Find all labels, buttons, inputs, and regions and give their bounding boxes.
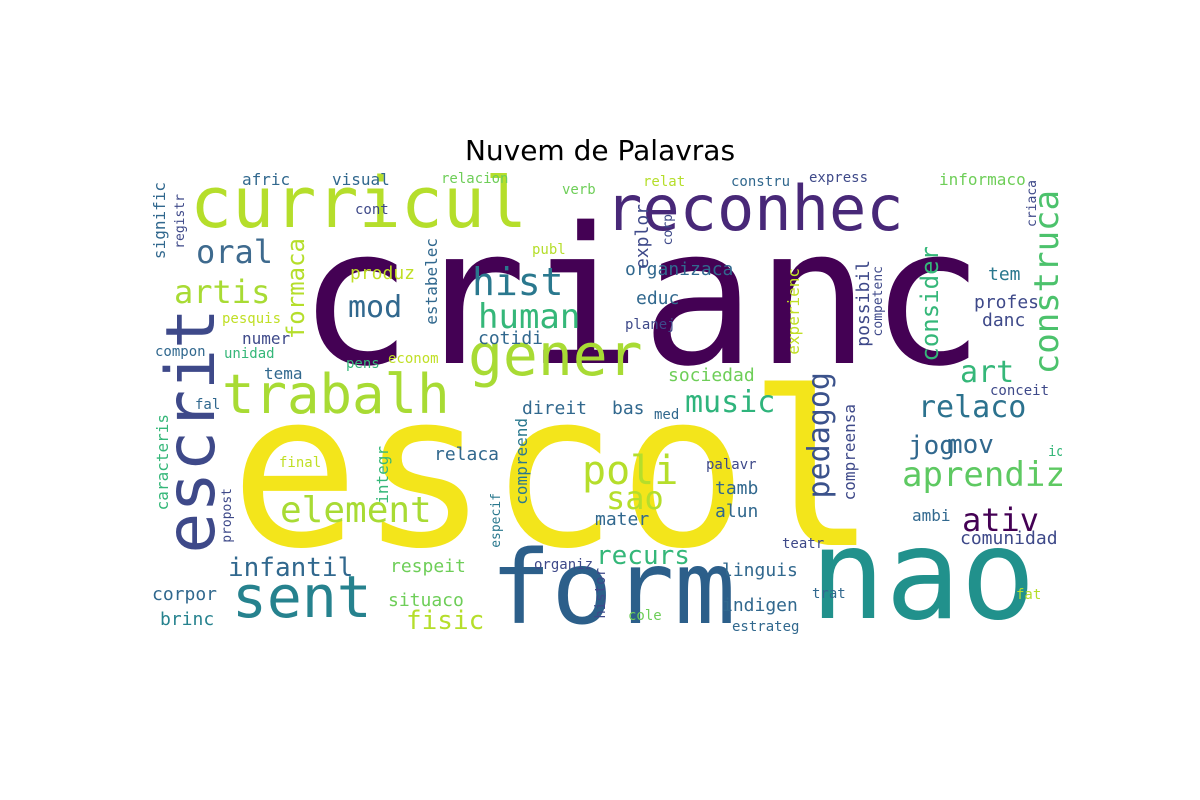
word-ide: ide	[1048, 444, 1062, 460]
word-aprendiz: aprendiz	[902, 455, 1062, 495]
word-estrateg: estrateg	[732, 619, 800, 635]
word-ambi: ambi	[912, 506, 951, 525]
word-organiz: organiz	[534, 557, 594, 573]
word-mater: mater	[595, 509, 650, 530]
word-corpor: corpor	[152, 584, 218, 605]
word-escol: escol	[230, 345, 878, 596]
word-publ: publ	[532, 242, 566, 258]
word-reconhec: reconhec	[605, 172, 904, 245]
word-mov: mov	[947, 430, 994, 460]
word-sao: sao	[606, 479, 664, 517]
word-relaca: relaca	[434, 444, 500, 465]
word-human: human	[478, 297, 581, 337]
word-visual: visual	[332, 170, 390, 189]
word-direit: direit	[522, 398, 588, 419]
word-signific: signific	[150, 182, 169, 260]
word-nao: nao	[810, 503, 1036, 640]
word-recurs: recurs	[596, 541, 690, 571]
word-competenc: competenc	[871, 266, 886, 337]
word-corp: corp	[661, 214, 676, 246]
word-oral: oral	[196, 233, 274, 271]
word-compreend: compreend	[512, 418, 531, 505]
word-teatr: teatr	[782, 536, 825, 552]
word-situaco: situaco	[388, 590, 464, 611]
word-alun: alun	[715, 501, 759, 522]
word-pens: pens	[346, 356, 380, 372]
word-jog: jog	[908, 431, 955, 461]
word-consider: consider	[916, 246, 944, 362]
word-cloud: crianc escol nao form curricul reconhec gener t…	[150, 168, 1062, 640]
word-planej: planej	[625, 317, 676, 333]
word-music: music	[685, 385, 776, 420]
word-indigen: indigen	[722, 595, 798, 616]
chart-title: Nuvem de Palavras	[464, 134, 736, 167]
word-express: express	[809, 170, 869, 186]
word-registr: registr	[173, 194, 188, 249]
word-econom: econom	[388, 351, 439, 367]
word-hist: hist	[472, 260, 564, 304]
word-fisic: fisic	[406, 606, 485, 636]
word-curricul: curricul	[190, 168, 528, 244]
word-unidad: unidad	[224, 346, 275, 362]
word-compreensa: compreensa	[840, 404, 859, 501]
word-relaco: relaco	[918, 390, 1027, 425]
word-relat: relat	[643, 174, 686, 190]
word-sociedad: sociedad	[668, 365, 755, 386]
word-tem: tem	[988, 264, 1021, 285]
word-organizaca: organizaca	[625, 259, 734, 280]
word-criaca: criaca	[1025, 180, 1040, 227]
word-form: form	[490, 529, 736, 640]
word-experienc: experienc	[784, 268, 803, 355]
word-histor: histor	[593, 568, 609, 619]
word-comunidad: comunidad	[960, 528, 1058, 549]
word-trat: trat	[812, 586, 846, 602]
word-afric: afric	[242, 170, 291, 189]
word-profes: profes	[974, 292, 1040, 313]
word-educ: educ	[636, 288, 680, 309]
word-explor: explor	[632, 204, 653, 270]
word-danc: danc	[982, 310, 1026, 331]
word-propost: propost	[220, 488, 235, 543]
word-especif: especif	[489, 493, 504, 548]
word-tema: tema	[264, 364, 303, 383]
word-produz: produz	[350, 263, 416, 284]
word-pesquis: pesquis	[222, 311, 282, 327]
word-infantil: infantil	[228, 553, 354, 583]
word-constru: constru	[731, 174, 791, 190]
word-respeit: respeit	[390, 556, 466, 577]
word-cont: cont	[355, 202, 389, 218]
word-cole: cole	[628, 608, 662, 624]
word-numer: numer	[242, 329, 291, 348]
word-gener: gener	[468, 321, 643, 389]
word-fal: fal	[195, 397, 221, 413]
word-final: final	[279, 455, 322, 471]
word-relacion: relacion	[441, 171, 509, 187]
word-tamb: tamb	[715, 478, 759, 499]
word-crianc: crianc	[298, 187, 985, 408]
word-conceit: conceit	[990, 383, 1050, 399]
word-mod: mod	[348, 290, 403, 325]
word-estabelec: estabelec	[422, 238, 441, 325]
word-poli: poli	[582, 448, 679, 494]
word-ativ: ativ	[962, 501, 1040, 539]
word-brinc: brinc	[160, 609, 215, 630]
word-pedagog: pedagog	[802, 372, 837, 499]
word-cotidi: cotidi	[478, 328, 544, 349]
word-fat: fat	[1016, 587, 1042, 603]
word-med: med	[654, 407, 680, 423]
word-art: art	[960, 355, 1015, 390]
word-trabalh: trabalh	[222, 363, 450, 426]
word-sent: sent	[232, 563, 372, 631]
word-formaca: formaca	[282, 238, 310, 340]
word-compon: compon	[155, 344, 206, 360]
word-caracteris: caracteris	[153, 414, 172, 511]
word-element: element	[280, 490, 432, 531]
word-informaco: informaco	[939, 170, 1026, 189]
word-integr: integr	[373, 446, 392, 504]
word-verb: verb	[562, 182, 596, 198]
word-artis: artis	[174, 273, 271, 311]
word-linguis: linguis	[722, 560, 798, 581]
word-palavr: palavr	[706, 457, 757, 473]
word-bas: bas	[612, 398, 645, 419]
